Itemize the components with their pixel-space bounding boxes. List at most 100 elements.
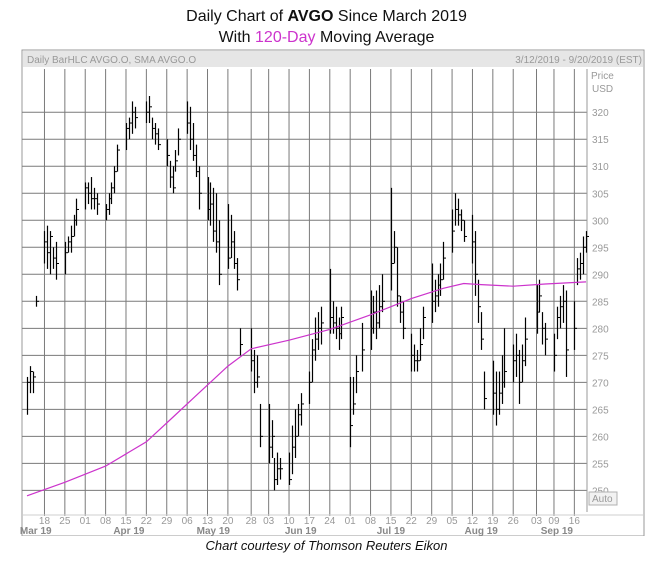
subtitle-prefix: With xyxy=(218,29,256,46)
hlc-bar xyxy=(471,214,475,264)
hlc-bar xyxy=(308,371,312,404)
hlc-bar xyxy=(271,420,275,458)
x-tick-label: 06 xyxy=(182,516,194,527)
hlc-bar xyxy=(349,376,353,448)
x-tick-label: 05 xyxy=(447,516,459,527)
hlc-bar xyxy=(300,393,304,426)
hlc-bar xyxy=(335,306,339,340)
hlc-bar xyxy=(172,166,176,194)
hlc-bar xyxy=(416,349,420,372)
chart-header-right: 3/12/2019 - 9/20/2019 (EST) xyxy=(515,55,642,66)
y-tick-label: 270 xyxy=(592,378,609,389)
hlc-bar xyxy=(233,231,237,269)
hlc-bar xyxy=(515,333,519,377)
hlc-bar xyxy=(431,263,435,323)
y-axis-ticks: 2502552602652702752802852902953003053103… xyxy=(592,108,609,497)
hlc-bar xyxy=(381,274,385,313)
x-tick-label: 12 xyxy=(467,516,479,527)
hlc-bar xyxy=(93,187,97,210)
subtitle-suffix: Moving Average xyxy=(315,29,435,46)
hlc-bar xyxy=(215,193,219,253)
hlc-bar xyxy=(402,301,406,340)
hlc-bar xyxy=(372,295,376,334)
hlc-bar xyxy=(413,344,417,372)
hlc-bar xyxy=(166,139,170,167)
x-tick-label: 22 xyxy=(141,516,153,527)
hlc-bar xyxy=(189,106,193,151)
hlc-bar xyxy=(463,220,467,242)
hlc-bar xyxy=(585,231,589,253)
hlc-bar xyxy=(573,301,577,350)
hlc-bar xyxy=(236,258,240,291)
hlc-bar xyxy=(483,371,487,410)
hlc-bar xyxy=(75,198,79,226)
hlc-bar xyxy=(521,344,525,383)
hlc-bar xyxy=(541,312,545,345)
hlc-bar xyxy=(250,328,254,372)
hlc-bar xyxy=(212,187,216,242)
x-axis-ticks: 18 25 01 08 15 22 29 06 13 20 28 03 10 17 24 01 08 15 22 29… xyxy=(39,516,580,527)
hlc-bar xyxy=(49,231,53,275)
hlc-bar xyxy=(399,295,403,323)
x-tick-label: 29 xyxy=(426,516,438,527)
hlc-bar xyxy=(256,355,260,388)
hlc-bar xyxy=(553,333,557,372)
x-tick-label: 08 xyxy=(365,516,377,527)
hlc-bar xyxy=(390,187,394,291)
x-tick-label: 26 xyxy=(508,516,520,527)
hlc-bar xyxy=(128,117,132,140)
hlc-bar xyxy=(579,252,583,280)
hlc-bar xyxy=(276,452,280,485)
auto-scale-label: Auto xyxy=(592,494,613,505)
hlc-bar xyxy=(524,317,528,367)
hlc-bar xyxy=(317,312,321,350)
hlc-bar xyxy=(480,312,484,350)
x-month-label: Aug 19 xyxy=(465,526,499,536)
hlc-bar xyxy=(291,425,295,475)
hlc-bar xyxy=(361,322,365,372)
hlc-bar xyxy=(230,214,234,259)
hlc-bar xyxy=(52,247,56,269)
hlc-bar xyxy=(457,198,461,226)
hlc-bar xyxy=(64,241,68,275)
y-tick-label: 280 xyxy=(592,324,609,335)
y-tick-label: 275 xyxy=(592,351,609,362)
chart-header-left: Daily BarHLC AVGO.O, SMA AVGO.O xyxy=(27,55,196,66)
hlc-bar xyxy=(451,209,455,253)
y-tick-label: 255 xyxy=(592,459,609,470)
price-chart: Daily BarHLC AVGO.O, SMA AVGO.O 3/12/201… xyxy=(20,49,645,536)
chart-caption: Chart courtesy of Thomson Reuters Eikon xyxy=(205,538,448,553)
x-tick-label: 01 xyxy=(80,516,92,527)
hlc-bar xyxy=(492,360,496,415)
hlc-bar xyxy=(576,258,580,286)
x-month-label: Mar 19 xyxy=(20,526,52,536)
hlc-bar xyxy=(538,279,542,313)
hlc-bar xyxy=(90,177,94,210)
hlc-bar xyxy=(279,457,283,480)
y-tick-label: 265 xyxy=(592,405,609,416)
hlc-bar xyxy=(227,204,231,269)
x-tick-label: 24 xyxy=(324,516,336,527)
auto-scale-button[interactable] xyxy=(588,491,618,506)
x-tick-label: 18 xyxy=(39,516,51,527)
hlc-bar xyxy=(311,339,315,383)
hlc-bar xyxy=(439,263,443,296)
y-tick-label: 320 xyxy=(592,108,609,119)
hlc-bar xyxy=(393,231,397,264)
hlc-bar xyxy=(177,128,181,156)
hlc-bar xyxy=(378,285,382,329)
hlc-bar xyxy=(169,160,173,188)
title-prefix: Daily Chart of xyxy=(186,8,288,25)
x-tick-label: 13 xyxy=(202,516,214,527)
chart-title-line-1: Daily Chart of AVGO Since March 2019 xyxy=(0,8,653,26)
hlc-bar xyxy=(113,166,117,194)
hlc-bar xyxy=(268,403,272,464)
hlc-bar xyxy=(174,150,178,172)
hlc-bars xyxy=(26,96,589,491)
hlc-bar xyxy=(29,366,33,394)
x-month-label: Jul 19 xyxy=(377,526,406,536)
x-tick-label: 03 xyxy=(263,516,275,527)
x-tick-label: 08 xyxy=(100,516,112,527)
x-tick-label: 15 xyxy=(385,516,397,527)
hlc-bar xyxy=(503,328,507,388)
